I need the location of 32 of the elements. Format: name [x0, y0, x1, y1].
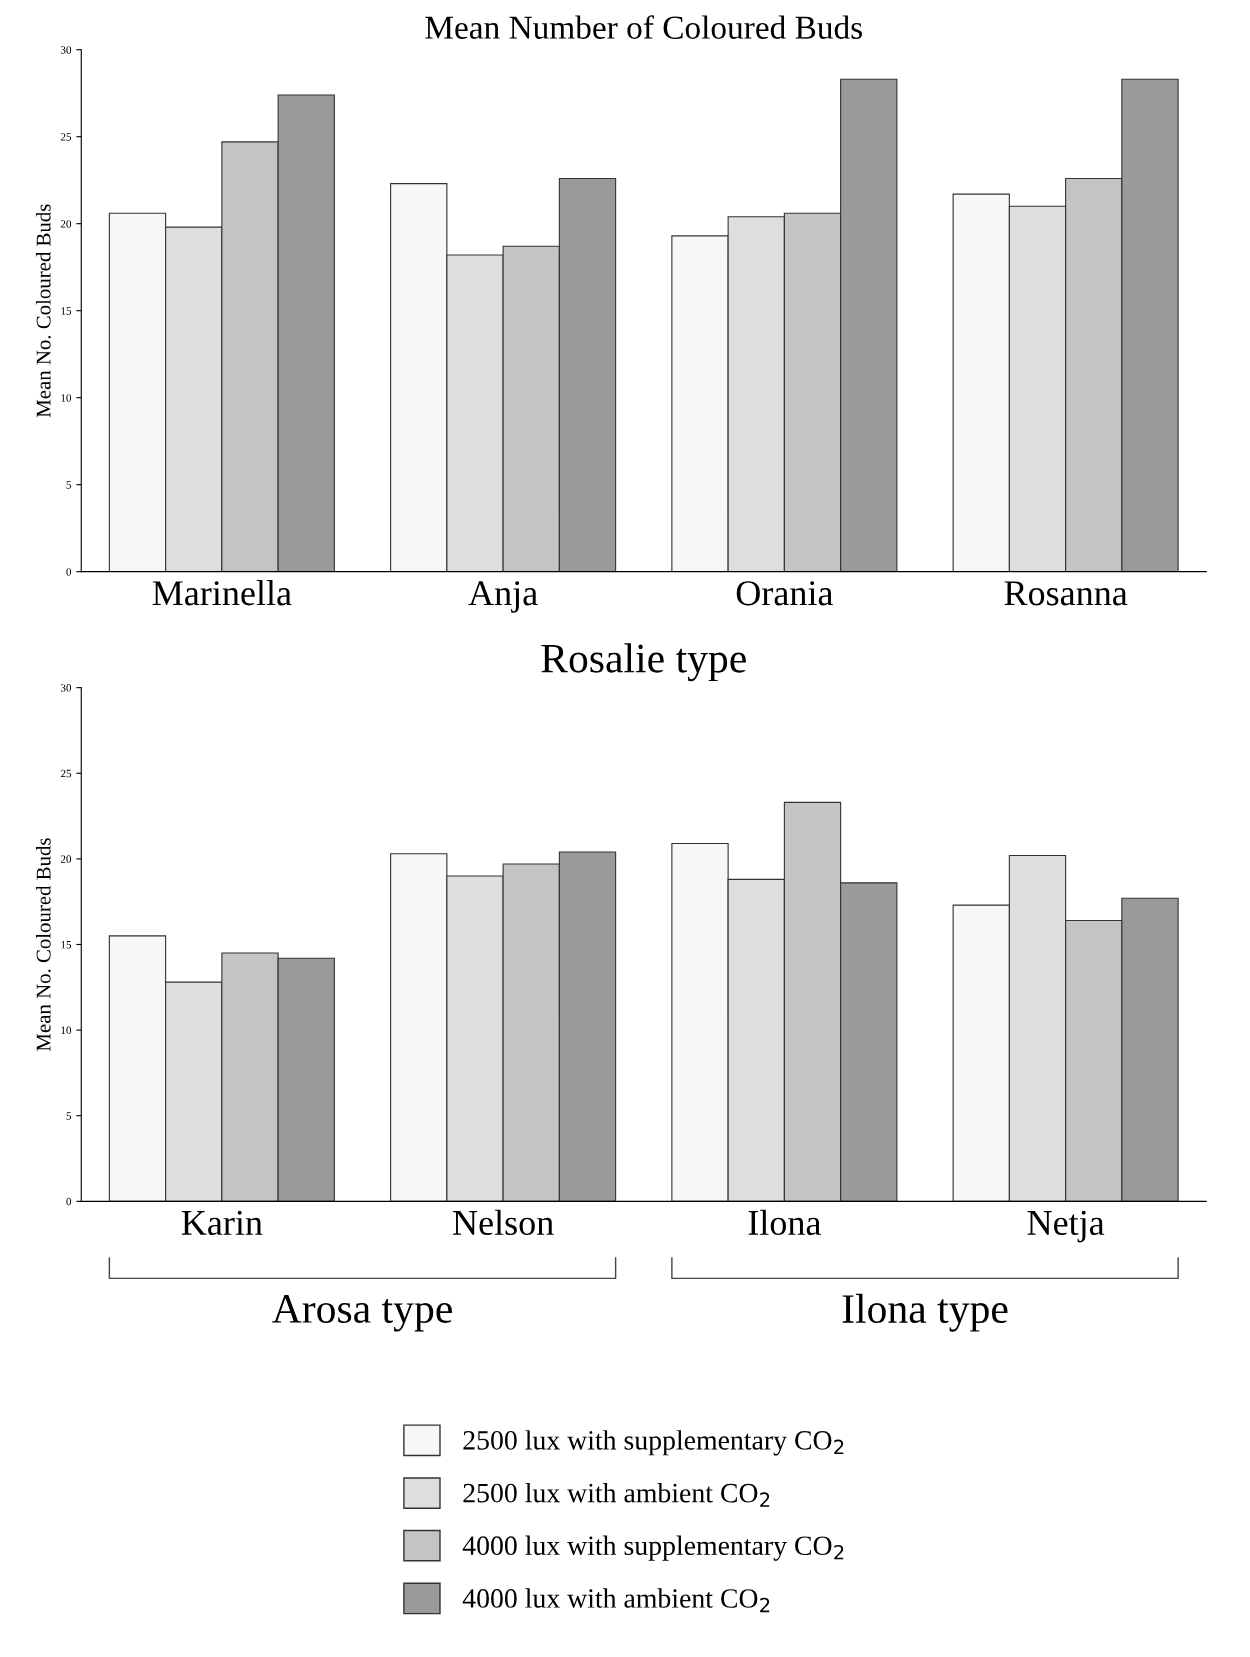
x-tick-label: Ilona	[748, 1209, 821, 1236]
y-tick-label: 0	[66, 568, 72, 576]
y-tick-label: 25	[60, 769, 72, 778]
x-tick-label: Nelson	[453, 1209, 554, 1236]
y-tick-label: 5	[66, 481, 72, 489]
x-tick-label: Rosanna	[1004, 581, 1128, 606]
legend-label: 4000 lux with supplementary CO$_{2}$	[462, 1535, 844, 1561]
y-tick-label: 10	[61, 1026, 72, 1035]
text: Ilona type	[842, 1293, 1008, 1332]
y-tick-label: 20	[60, 855, 72, 863]
y-tick-label: 0	[66, 1197, 72, 1206]
legend-label: 2500 lux with supplementary CO$_{2}$	[463, 1430, 844, 1456]
x-tick-label: Karin	[181, 1210, 263, 1236]
y-tick-label: 5	[66, 1112, 72, 1120]
y-tick-label: 30	[60, 46, 72, 54]
chart-title: Mean Number of Coloured Buds	[425, 15, 862, 39]
x-axis-title: Rosalie type	[541, 643, 746, 682]
x-tick-label: Anja	[468, 581, 538, 613]
legend-label: 2500 lux with ambient CO$_{2}$	[463, 1482, 770, 1507]
y-tick-label: 15	[61, 941, 72, 949]
y-tick-label: 15	[61, 307, 72, 315]
legend-label: 4000 lux with ambient CO$_{2}$	[462, 1588, 770, 1613]
x-tick-label: Orania	[736, 581, 833, 606]
text: Arosa type	[272, 1295, 452, 1332]
y-tick-label: 10	[61, 394, 72, 402]
x-tick-label: Netja	[1027, 1210, 1105, 1243]
y-axis-title: Mean No. Coloured Buds	[35, 838, 51, 1051]
y-axis-title: Mean No. Coloured Buds	[35, 204, 51, 418]
y-tick-label: 30	[60, 684, 72, 692]
y-tick-label: 25	[60, 133, 72, 141]
y-tick-label: 20	[60, 220, 72, 228]
x-tick-label: Marinella	[152, 580, 292, 606]
